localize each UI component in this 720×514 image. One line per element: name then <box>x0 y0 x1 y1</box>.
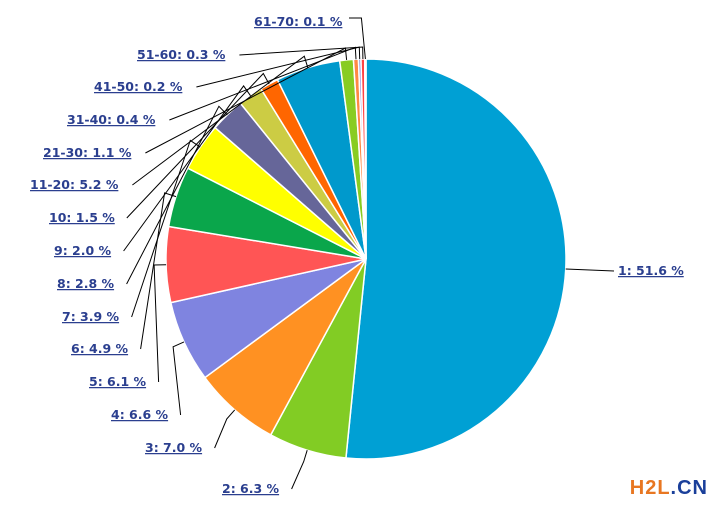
slice-label-10: 10: 1.5 % <box>49 210 115 225</box>
leader-line-11 <box>132 55 309 186</box>
slice-label-3: 3: 7.0 % <box>145 440 203 455</box>
leader-line-4 <box>172 341 185 416</box>
slice-label-5: 5: 6.1 % <box>89 374 147 389</box>
slice-label-11: 11-20: 5.2 % <box>30 177 119 192</box>
watermark-part1: H2L <box>629 477 671 499</box>
slice-label-15: 51-60: 0.3 % <box>137 47 226 62</box>
leader-line-3 <box>214 409 236 449</box>
leader-line-15 <box>239 46 364 60</box>
slice-label-7: 7: 3.9 % <box>62 309 120 324</box>
slice-label-1: 1: 51.6 % <box>618 263 684 278</box>
leader-line-9 <box>123 85 251 252</box>
leader-line-2 <box>291 450 308 490</box>
slice-label-14: 41-50: 0.2 % <box>94 79 183 94</box>
watermark: H2L.CN <box>630 477 708 500</box>
leader-line-5 <box>153 264 167 383</box>
leader-line-7 <box>131 139 201 318</box>
slice-label-12: 21-30: 1.1 % <box>43 145 132 160</box>
slice-label-6: 6: 4.9 % <box>71 341 129 356</box>
slice-labels: 1: 51.6 % 2: 6.3 % 3: 7.0 % 4: 6.6 % 5: 6.1 … <box>30 14 684 496</box>
pie-wedges <box>165 58 567 460</box>
watermark-part2: .CN <box>670 477 708 499</box>
leader-line-16 <box>349 17 366 60</box>
leader-line-1 <box>565 268 615 272</box>
leader-line-10 <box>126 72 270 219</box>
leader-lines <box>123 17 615 490</box>
slice-label-8: 8: 2.8 % <box>57 276 115 291</box>
slice-label-9: 9: 2.0 % <box>54 243 112 258</box>
slice-label-2: 2: 6.3 % <box>222 481 280 496</box>
pie-slice-1 <box>345 58 567 460</box>
slice-label-16: 61-70: 0.1 % <box>254 14 343 29</box>
slice-label-13: 31-40: 0.4 % <box>67 112 156 127</box>
slice-label-4: 4: 6.6 % <box>111 407 169 422</box>
